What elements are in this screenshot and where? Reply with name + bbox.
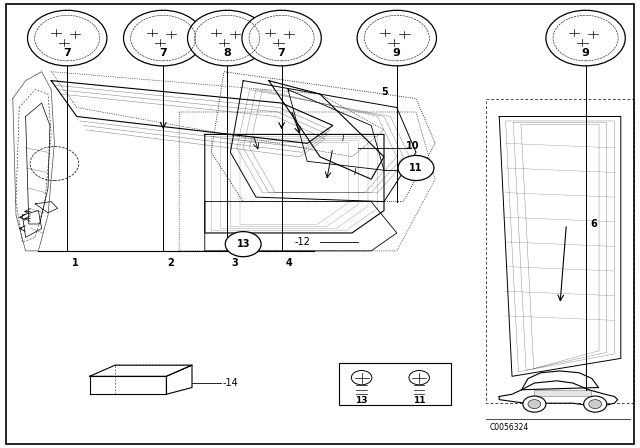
Text: -12: -12: [294, 237, 310, 247]
Circle shape: [357, 10, 436, 66]
Text: 4: 4: [286, 258, 293, 267]
Text: l: l: [341, 134, 344, 143]
Text: 9: 9: [582, 47, 589, 57]
Text: 6: 6: [590, 219, 597, 229]
Circle shape: [28, 10, 107, 66]
Bar: [534, 390, 591, 396]
Text: 13: 13: [236, 239, 250, 249]
Text: l: l: [354, 168, 356, 177]
Circle shape: [523, 396, 546, 412]
Circle shape: [124, 10, 203, 66]
Circle shape: [398, 155, 434, 181]
Text: 7: 7: [63, 47, 71, 57]
Circle shape: [584, 396, 607, 412]
Text: 9: 9: [393, 47, 401, 57]
Text: 11: 11: [413, 396, 426, 405]
Text: 3: 3: [232, 258, 239, 267]
Text: 8: 8: [223, 47, 231, 57]
Bar: [339, 363, 451, 405]
Circle shape: [188, 10, 267, 66]
Text: C0056324: C0056324: [490, 423, 529, 432]
Circle shape: [546, 10, 625, 66]
Text: 1: 1: [72, 258, 79, 267]
Circle shape: [225, 232, 261, 257]
Text: 7: 7: [278, 47, 285, 57]
Text: 11: 11: [409, 163, 423, 173]
Circle shape: [589, 400, 602, 409]
Text: 5: 5: [381, 87, 388, 97]
Circle shape: [242, 10, 321, 66]
Circle shape: [528, 400, 541, 409]
Text: 2: 2: [168, 258, 175, 267]
Text: 10: 10: [406, 141, 420, 151]
Text: 7: 7: [159, 47, 167, 57]
Text: 13: 13: [355, 396, 368, 405]
Text: -14: -14: [223, 378, 239, 388]
